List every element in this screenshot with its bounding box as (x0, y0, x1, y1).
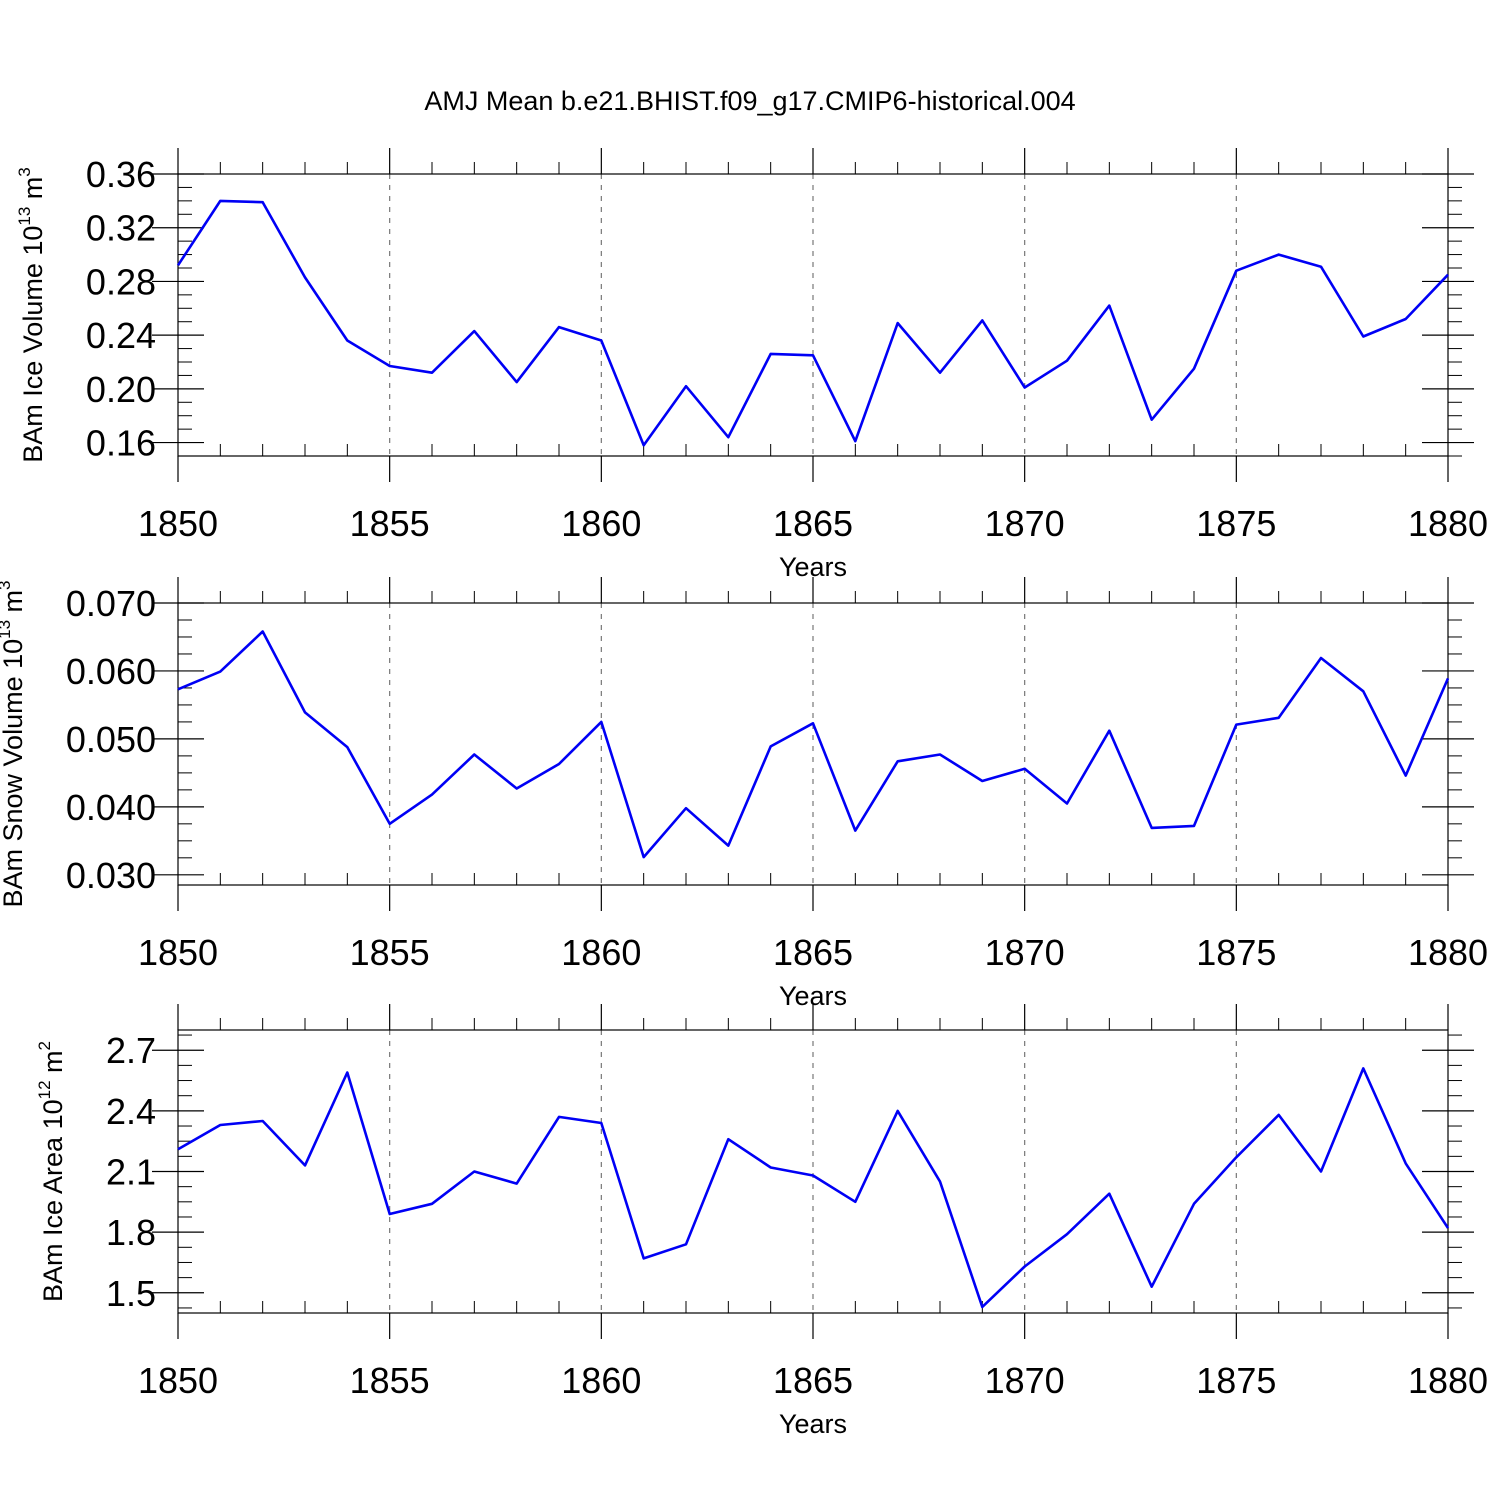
y-axis-label-text: m (18, 177, 48, 207)
y-axis-label-text: BAm Ice Area 10 (38, 1099, 68, 1302)
series-line (177, 630, 1450, 859)
x-tick-label: 1865 (773, 503, 853, 544)
y-tick-label: 0.24 (86, 315, 156, 356)
y-axis-label-superscript: 3 (15, 167, 34, 176)
y-axis-label-superscript: 13 (15, 207, 34, 226)
y-axis-label: BAm Ice Volume 1013 m3 (15, 167, 48, 463)
plot-frame (177, 1029, 1449, 1314)
x-tick-label: 1855 (350, 503, 430, 544)
plot-frame (177, 602, 1449, 886)
y-tick-label: 0.28 (86, 261, 156, 302)
plot-frame (177, 173, 1449, 457)
x-tick-label: 1865 (773, 932, 853, 973)
x-tick-label: 1855 (350, 932, 430, 973)
y-tick-label: 0.040 (66, 787, 156, 828)
x-tick-label: 1850 (138, 503, 218, 544)
y-tick-label: 0.060 (66, 651, 156, 692)
y-tick-label: 2.1 (106, 1152, 156, 1193)
x-tick-label: 1875 (1196, 1360, 1276, 1401)
figure-title: AMJ Mean b.e21.BHIST.f09_g17.CMIP6-histo… (424, 86, 1075, 116)
panels: 1850 1855 1860 1865 1870 1875 1880 0.16 0.20 0.24… (0, 148, 1488, 1439)
y-tick-label: 0.070 (66, 583, 156, 624)
series-line (176, 199, 1449, 447)
y-tick-label: 0.050 (66, 719, 156, 760)
y-axis-label-text: m (0, 590, 28, 620)
x-tick-label: 1860 (561, 932, 641, 973)
x-axis-label: Years (779, 1409, 847, 1439)
x-tick-label: 1880 (1408, 1360, 1488, 1401)
y-axis-label-superscript: 12 (35, 1080, 54, 1099)
x-tick-label: 1875 (1196, 503, 1276, 544)
panel-3: 1850 1855 1860 1865 1870 1875 1880 1.5 1.8 2.1 2.4… (35, 1004, 1488, 1439)
x-tick-label: 1860 (561, 1360, 641, 1401)
panel-2: 1850 1855 1860 1865 1870 1875 1880 0.030 0.040 0.… (0, 577, 1488, 1011)
y-axis-label-superscript: 13 (0, 620, 14, 639)
x-tick-label: 1875 (1196, 932, 1276, 973)
x-tick-label: 1855 (350, 1360, 430, 1401)
x-tick-label: 1850 (138, 1360, 218, 1401)
x-tick-label: 1880 (1408, 932, 1488, 973)
y-axis-label-superscript: 2 (35, 1041, 54, 1050)
y-tick-label: 0.32 (86, 208, 156, 249)
y-tick-label: 2.7 (106, 1030, 156, 1071)
series-line (177, 1067, 1450, 1309)
x-tick-label: 1850 (138, 932, 218, 973)
x-tick-label: 1870 (985, 932, 1065, 973)
x-tick-label: 1870 (985, 503, 1065, 544)
y-tick-label: 1.8 (106, 1212, 156, 1253)
y-axis-label-text: BAm Snow Volume 10 (0, 639, 28, 908)
y-axis-label-text: BAm Ice Volume 10 (18, 226, 48, 463)
y-tick-label: 0.030 (66, 855, 156, 896)
panel-1: 1850 1855 1860 1865 1870 1875 1880 0.16 0.20 0.24… (15, 148, 1488, 582)
x-tick-label: 1880 (1408, 503, 1488, 544)
y-axis-label: BAm Snow Volume 1013 m3 (0, 580, 28, 907)
y-tick-label: 0.36 (86, 154, 156, 195)
y-tick-label: 2.4 (106, 1091, 156, 1132)
x-tick-label: 1865 (773, 1360, 853, 1401)
y-tick-label: 1.5 (106, 1273, 156, 1314)
y-tick-label: 0.16 (86, 423, 156, 464)
x-tick-label: 1860 (561, 503, 641, 544)
y-axis-label-superscript: 3 (0, 580, 14, 589)
x-tick-label: 1870 (985, 1360, 1065, 1401)
y-axis-label: BAm Ice Area 1012 m2 (35, 1041, 68, 1302)
y-tick-label: 0.20 (86, 369, 156, 410)
y-axis-label-text: m (38, 1050, 68, 1080)
